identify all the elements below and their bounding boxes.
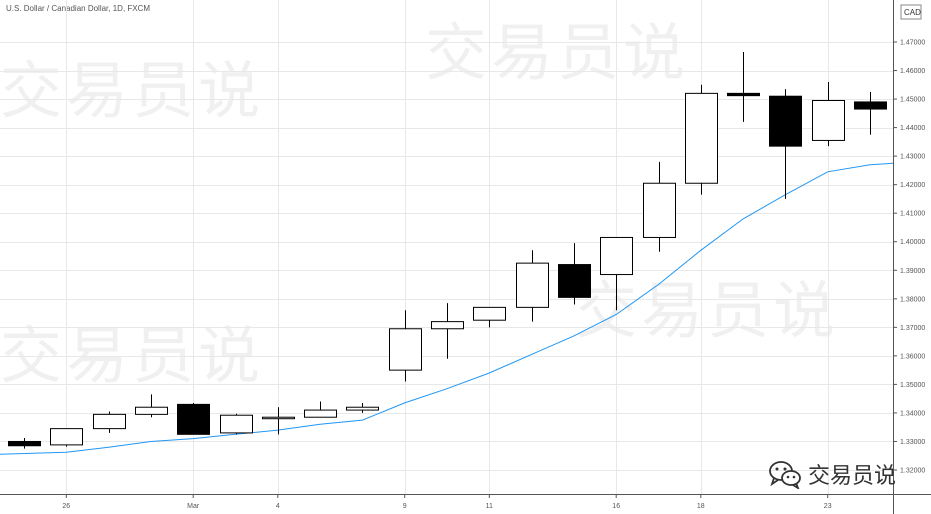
- candle-body[interactable]: [431, 321, 464, 330]
- candle-body[interactable]: [643, 182, 676, 238]
- currency-badge: [900, 4, 922, 20]
- candle-body[interactable]: [93, 413, 126, 430]
- x-tick-label: 9: [403, 503, 407, 510]
- brand-logo: 交易员说: [768, 458, 896, 490]
- y-tick-label: 1.35000: [900, 382, 925, 389]
- candle-body[interactable]: [812, 99, 845, 141]
- candle-body[interactable]: [769, 95, 802, 147]
- y-tick-label: 1.43000: [900, 154, 925, 161]
- candle-body[interactable]: [727, 92, 760, 97]
- candle-body[interactable]: [50, 428, 83, 446]
- y-tick-label: 1.33000: [900, 439, 925, 446]
- x-tick-label: Mar: [187, 503, 200, 510]
- x-tick-label: 18: [697, 503, 705, 510]
- candle-body[interactable]: [8, 440, 41, 447]
- x-tick-label: 11: [486, 503, 493, 510]
- y-tick-label: 1.38000: [900, 296, 925, 303]
- candle-body[interactable]: [135, 406, 168, 415]
- moving-average-line: [0, 162, 894, 455]
- candle-body[interactable]: [685, 92, 718, 184]
- chart-title: U.S. Dollar / Canadian Dollar, 1D, FXCM: [6, 4, 151, 13]
- candle-body[interactable]: [220, 414, 253, 434]
- y-tick-label: 1.47000: [900, 40, 925, 47]
- candle-body[interactable]: [516, 262, 549, 308]
- candle-body[interactable]: [389, 328, 422, 371]
- candle-body[interactable]: [304, 409, 337, 418]
- x-tick-label: 26: [62, 503, 70, 510]
- candle-body[interactable]: [177, 403, 210, 435]
- y-tick-label: 1.34000: [900, 410, 925, 417]
- y-tick-label: 1.44000: [900, 125, 925, 132]
- wechat-icon: [769, 461, 801, 489]
- y-tick-label: 1.32000: [900, 468, 925, 475]
- y-tick-label: 1.36000: [900, 353, 925, 360]
- y-tick-label: 1.40000: [900, 239, 925, 246]
- brand-text: 交易员说: [808, 464, 897, 489]
- y-tick-label: 1.42000: [900, 182, 925, 189]
- candle-body[interactable]: [346, 406, 379, 411]
- y-tick-label: 1.45000: [900, 97, 925, 104]
- x-tick-label: 16: [612, 503, 620, 510]
- y-tick-label: 1.46000: [900, 68, 925, 75]
- candle-body[interactable]: [262, 416, 295, 420]
- candle-body[interactable]: [558, 264, 591, 298]
- y-tick-label: 1.37000: [900, 325, 925, 332]
- x-tick-label: 4: [276, 503, 280, 510]
- y-tick-label: 1.41000: [900, 211, 925, 218]
- candle-body[interactable]: [854, 101, 887, 110]
- y-tick-label: 1.39000: [900, 268, 925, 275]
- candle-body[interactable]: [473, 306, 506, 321]
- currency-label: CAD: [904, 8, 921, 17]
- candle-body[interactable]: [600, 236, 633, 276]
- x-tick-label: 23: [824, 503, 832, 510]
